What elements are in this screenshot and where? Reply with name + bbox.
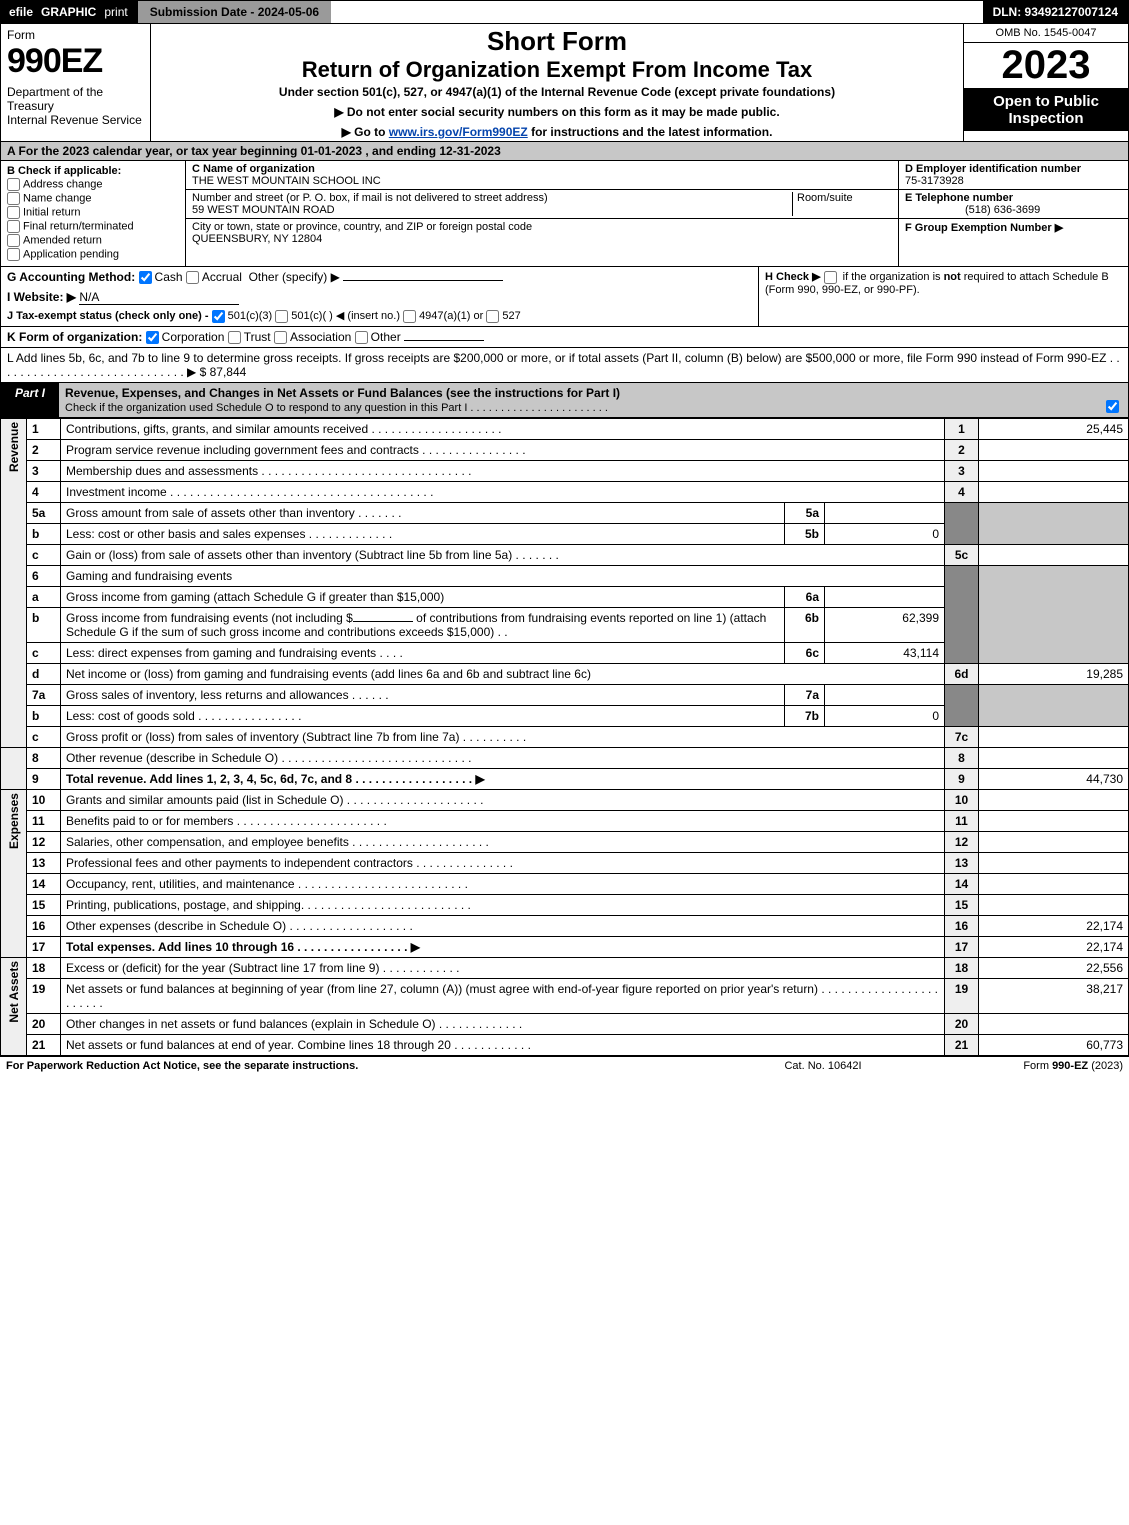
other-specify[interactable] <box>343 280 503 281</box>
line1-amount: 25,445 <box>979 419 1129 440</box>
submission-date: Submission Date - 2024-05-06 <box>136 1 331 23</box>
footer-formref: Form 990-EZ (2023) <box>923 1060 1123 1072</box>
street-label: Number and street (or P. O. box, if mail… <box>192 192 548 204</box>
form-subtitle: Under section 501(c), 527, or 4947(a)(1)… <box>159 85 955 99</box>
chk-pending[interactable]: Application pending <box>7 248 179 261</box>
h-label: H Check ▶ <box>765 271 821 283</box>
tel: (518) 636-3699 <box>905 204 1040 216</box>
f-group: F Group Exemption Number ▶ <box>899 219 1128 236</box>
org-name: THE WEST MOUNTAIN SCHOOL INC <box>192 175 381 187</box>
chk-amended[interactable]: Amended return <box>7 234 179 247</box>
graphic-label: GRAPHIC <box>41 5 96 19</box>
side-netassets: Net Assets <box>1 958 27 1056</box>
department: Department of the Treasury Internal Reve… <box>7 85 144 127</box>
chk-name-change[interactable]: Name change <box>7 192 179 205</box>
part1-check: Check if the organization used Schedule … <box>65 402 608 414</box>
header-right: OMB No. 1545-0047 2023 Open to Public In… <box>963 24 1128 141</box>
lines-table: Revenue 1 Contributions, gifts, grants, … <box>0 418 1129 1056</box>
ein: 75-3173928 <box>905 175 964 187</box>
chk-initial-return[interactable]: Initial return <box>7 206 179 219</box>
g-label: G Accounting Method: <box>7 270 135 284</box>
e-tel: E Telephone number (518) 636-3699 <box>899 190 1128 219</box>
chk-final-return[interactable]: Final return/terminated <box>7 220 179 233</box>
chk-501c[interactable] <box>275 310 288 323</box>
c-name: C Name of organization THE WEST MOUNTAIN… <box>186 161 898 190</box>
col-b: B Check if applicable: Address change Na… <box>1 161 186 266</box>
part1-tag: Part I <box>1 383 59 417</box>
chk-address-change[interactable]: Address change <box>7 178 179 191</box>
chk-corp[interactable] <box>146 331 159 344</box>
chk-trust[interactable] <box>228 331 241 344</box>
short-form: Short Form <box>159 26 955 57</box>
room-label: Room/suite <box>797 192 853 204</box>
irs-link[interactable]: www.irs.gov/Form990EZ <box>389 125 528 139</box>
tax-year: 2023 <box>964 43 1128 88</box>
street: 59 WEST MOUNTAIN ROAD <box>192 204 335 216</box>
ein-label: D Employer identification number <box>905 163 1081 175</box>
i-label: I Website: ▶ <box>7 290 76 304</box>
h-check: H Check ▶ if the organization is not req… <box>758 267 1128 326</box>
efile-label: efile <box>9 5 33 19</box>
note-goto: ▶ Go to www.irs.gov/Form990EZ for instru… <box>159 125 955 139</box>
print-link[interactable]: print <box>104 5 127 19</box>
row-k: K Form of organization: Corporation Trus… <box>0 327 1129 348</box>
row-l: L Add lines 5b, 6c, and 7b to line 9 to … <box>0 348 1129 383</box>
chk-assoc[interactable] <box>274 331 287 344</box>
tel-label: E Telephone number <box>905 192 1013 204</box>
block-bcd: B Check if applicable: Address change Na… <box>0 161 1129 267</box>
goto-pre: ▶ Go to <box>342 125 389 139</box>
side-revenue: Revenue <box>1 419 27 748</box>
chk-h[interactable] <box>824 271 837 284</box>
part1-title: Revenue, Expenses, and Changes in Net As… <box>59 383 1128 417</box>
other-org-specify[interactable] <box>404 340 484 341</box>
col-c: C Name of organization THE WEST MOUNTAIN… <box>186 161 898 266</box>
website: N/A <box>79 290 239 305</box>
form-title: Return of Organization Exempt From Incom… <box>159 57 955 83</box>
form-word: Form <box>7 28 144 42</box>
g-accounting: G Accounting Method: Cash Accrual Other … <box>1 267 758 326</box>
row-a-taxyear: A For the 2023 calendar year, or tax yea… <box>0 142 1129 161</box>
top-bar: efile GRAPHIC print Submission Date - 20… <box>0 0 1129 24</box>
d-ein: D Employer identification number 75-3173… <box>899 161 1128 190</box>
line1-text: Contributions, gifts, grants, and simila… <box>61 419 945 440</box>
j-label: J Tax-exempt status (check only one) - <box>7 310 209 322</box>
header-mid: Short Form Return of Organization Exempt… <box>151 24 963 141</box>
header-left: Form 990EZ Department of the Treasury In… <box>1 24 151 141</box>
footer-catno: Cat. No. 10642I <box>723 1060 923 1072</box>
footer-left: For Paperwork Reduction Act Notice, see … <box>6 1060 723 1072</box>
chk-527[interactable] <box>486 310 499 323</box>
chk-cash[interactable] <box>139 271 152 284</box>
part1-bar: Part I Revenue, Expenses, and Changes in… <box>0 383 1129 418</box>
row-g-h: G Accounting Method: Cash Accrual Other … <box>0 267 1129 327</box>
open-to-public: Open to Public Inspection <box>964 88 1128 131</box>
chk-501c3[interactable] <box>212 310 225 323</box>
goto-post: for instructions and the latest informat… <box>528 125 773 139</box>
side-expenses: Expenses <box>1 790 27 958</box>
chk-4947[interactable] <box>403 310 416 323</box>
line9-text: Total revenue. Add lines 1, 2, 3, 4, 5c,… <box>61 769 945 790</box>
form-header: Form 990EZ Department of the Treasury In… <box>0 24 1129 142</box>
line6b-text: Gross income from fundraising events (no… <box>61 608 785 643</box>
city-label: City or town, state or province, country… <box>192 221 532 233</box>
page-footer: For Paperwork Reduction Act Notice, see … <box>0 1056 1129 1075</box>
c-name-label: C Name of organization <box>192 163 315 175</box>
col-d: D Employer identification number 75-3173… <box>898 161 1128 266</box>
city: QUEENSBURY, NY 12804 <box>192 233 322 245</box>
omb-number: OMB No. 1545-0047 <box>964 24 1128 43</box>
k-label: K Form of organization: <box>7 330 142 344</box>
dln: DLN: 93492127007124 <box>983 1 1128 23</box>
c-city: City or town, state or province, country… <box>186 219 898 247</box>
c-street: Number and street (or P. O. box, if mail… <box>186 190 898 219</box>
chk-other-org[interactable] <box>355 331 368 344</box>
note-ssn: ▶ Do not enter social security numbers o… <box>159 105 955 119</box>
form-number: 990EZ <box>7 42 144 81</box>
chk-schedule-o[interactable] <box>1106 400 1119 413</box>
chk-accrual[interactable] <box>186 271 199 284</box>
b-label: B Check if applicable: <box>7 165 179 177</box>
grp-label: F Group Exemption Number ▶ <box>905 222 1063 234</box>
efile-graphic-print: efile GRAPHIC print <box>1 1 136 23</box>
